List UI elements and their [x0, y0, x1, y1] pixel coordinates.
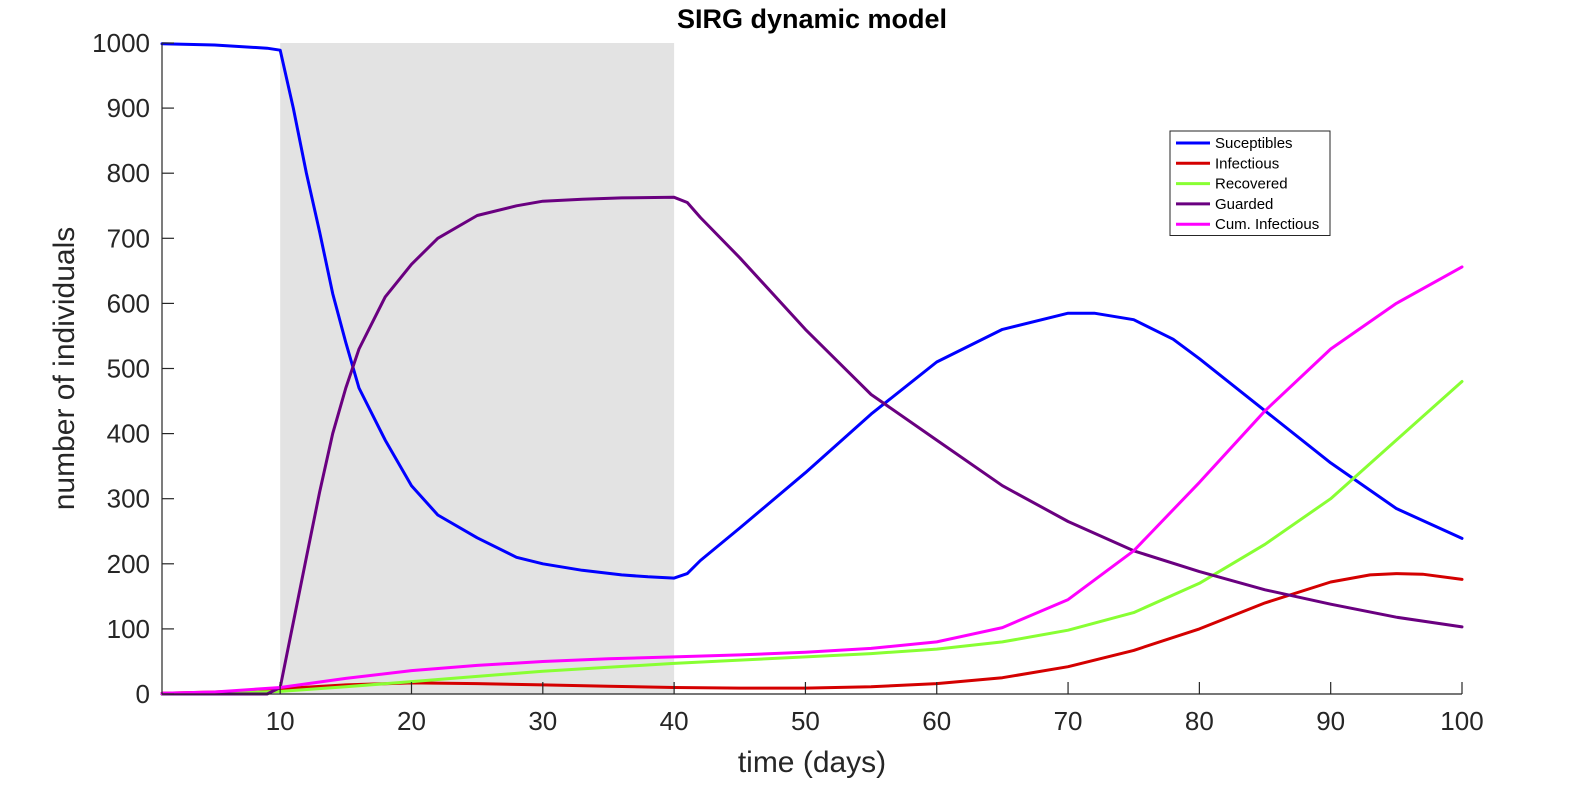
- y-tick-label: 100: [107, 614, 150, 644]
- x-tick-label: 30: [528, 706, 557, 736]
- legend-label: Recovered: [1215, 176, 1288, 193]
- y-tick-label: 0: [136, 679, 150, 709]
- y-tick-label: 500: [107, 354, 150, 384]
- series-line-3: [160, 195, 1464, 696]
- y-axis-label: number of individuals: [48, 227, 81, 511]
- x-tick-label: 90: [1316, 706, 1345, 736]
- legend: Suceptibles Infectious Recovered Guarded Cum…: [1169, 130, 1331, 236]
- intervention-shaded-region: [280, 43, 675, 694]
- y-tick-label: 700: [107, 223, 150, 253]
- chart-title: SIRG dynamic model: [677, 4, 947, 34]
- y-tick-label: 800: [107, 158, 150, 188]
- x-tick-label: 70: [1054, 706, 1083, 736]
- legend-label: Infectious: [1215, 155, 1279, 172]
- legend-label: Suceptibles: [1215, 135, 1293, 152]
- series-line-1: [160, 572, 1464, 695]
- legend-label: Guarded: [1215, 196, 1273, 213]
- y-tick-label: 600: [107, 288, 150, 318]
- series-line-0: [160, 42, 1464, 580]
- series-layer: [160, 42, 1464, 696]
- y-tick-label: 400: [107, 419, 150, 449]
- x-axis-label: time (days): [738, 746, 886, 779]
- y-tick-label: 1000: [92, 28, 150, 58]
- series-line-2: [160, 380, 1464, 696]
- legend-label: Cum. Infectious: [1215, 216, 1319, 233]
- x-tick-label: 80: [1185, 706, 1214, 736]
- y-tick-label: 900: [107, 93, 150, 123]
- x-tick-label: 60: [922, 706, 951, 736]
- x-tick-label: 40: [660, 706, 689, 736]
- series-line-4: [160, 265, 1464, 695]
- x-tick-label: 10: [266, 706, 295, 736]
- x-tick-label: 20: [397, 706, 426, 736]
- x-tick-label: 100: [1440, 706, 1483, 736]
- x-tick-label: 50: [791, 706, 820, 736]
- y-tick-label: 200: [107, 549, 150, 579]
- y-tick-label: 300: [107, 484, 150, 514]
- axes-layer: 10 20 30 40 50 60 70 80 90 1000100200300400500600…: [92, 28, 1484, 736]
